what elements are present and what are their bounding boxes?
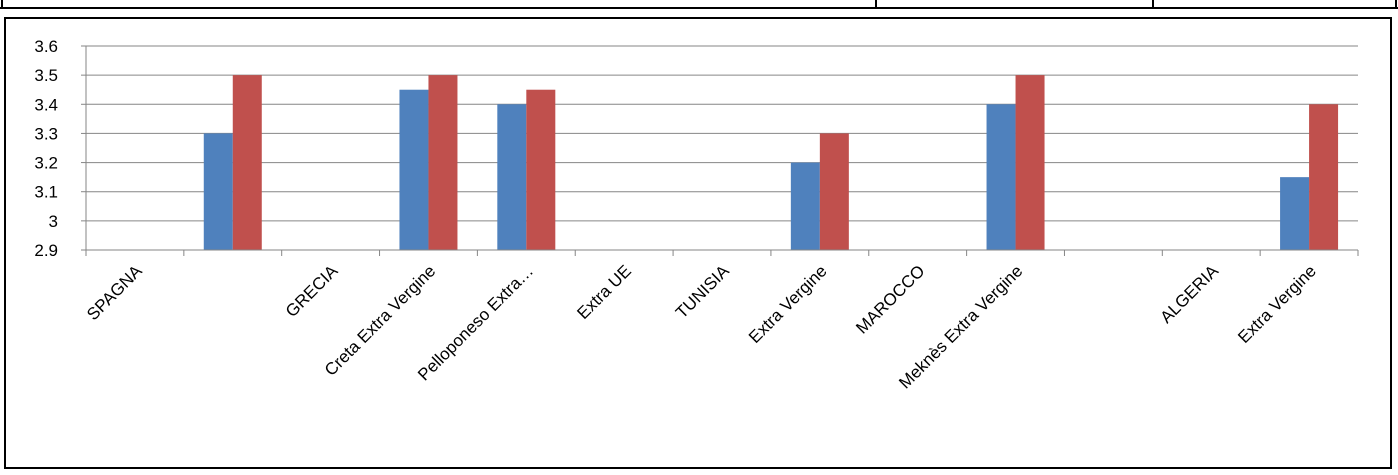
y-axis-ticks: 2.9 3 3.1 3.2 3.3 3.4 3.5 3.6 xyxy=(34,37,86,260)
x-category-label: Extra Vergine xyxy=(745,261,831,347)
x-category-label: ALGERIA xyxy=(1157,261,1223,327)
y-tick-label: 3.6 xyxy=(34,37,58,56)
y-tick-label: 3 xyxy=(49,212,58,231)
y-tick-label: 3.2 xyxy=(34,154,58,173)
gridlines xyxy=(86,46,1358,221)
bar-series-2 xyxy=(820,133,849,250)
bar-series-2 xyxy=(428,75,457,250)
x-category-label: Extra UE xyxy=(573,261,635,323)
bar-series-1 xyxy=(987,104,1016,250)
bar-series-2 xyxy=(526,90,555,250)
x-category-label: MAROCCO xyxy=(852,261,928,337)
bar-series-2 xyxy=(1309,104,1338,250)
y-tick-label: 3.4 xyxy=(34,95,58,114)
bar-series-1 xyxy=(1280,177,1309,250)
y-tick-label: 3.1 xyxy=(34,183,58,202)
bar-series-1 xyxy=(497,104,526,250)
bar-series-2 xyxy=(233,75,262,250)
x-category-label: TUNISIA xyxy=(672,261,733,322)
bar-series-1 xyxy=(791,163,820,250)
bar-series-2 xyxy=(1016,75,1045,250)
y-tick-label: 2.9 xyxy=(34,241,58,260)
x-category-label: Extra Vergine xyxy=(1234,261,1320,347)
x-category-label: SPAGNA xyxy=(83,261,146,324)
y-tick-label: 3.5 xyxy=(34,66,58,85)
bar-series-1 xyxy=(204,133,233,250)
y-tick-label: 3.3 xyxy=(34,124,58,143)
axes xyxy=(86,46,1358,256)
bar-series-1 xyxy=(399,90,428,250)
x-category-label: GRECIA xyxy=(282,261,342,321)
x-category-label: Creta Extra Vergine xyxy=(321,261,439,379)
